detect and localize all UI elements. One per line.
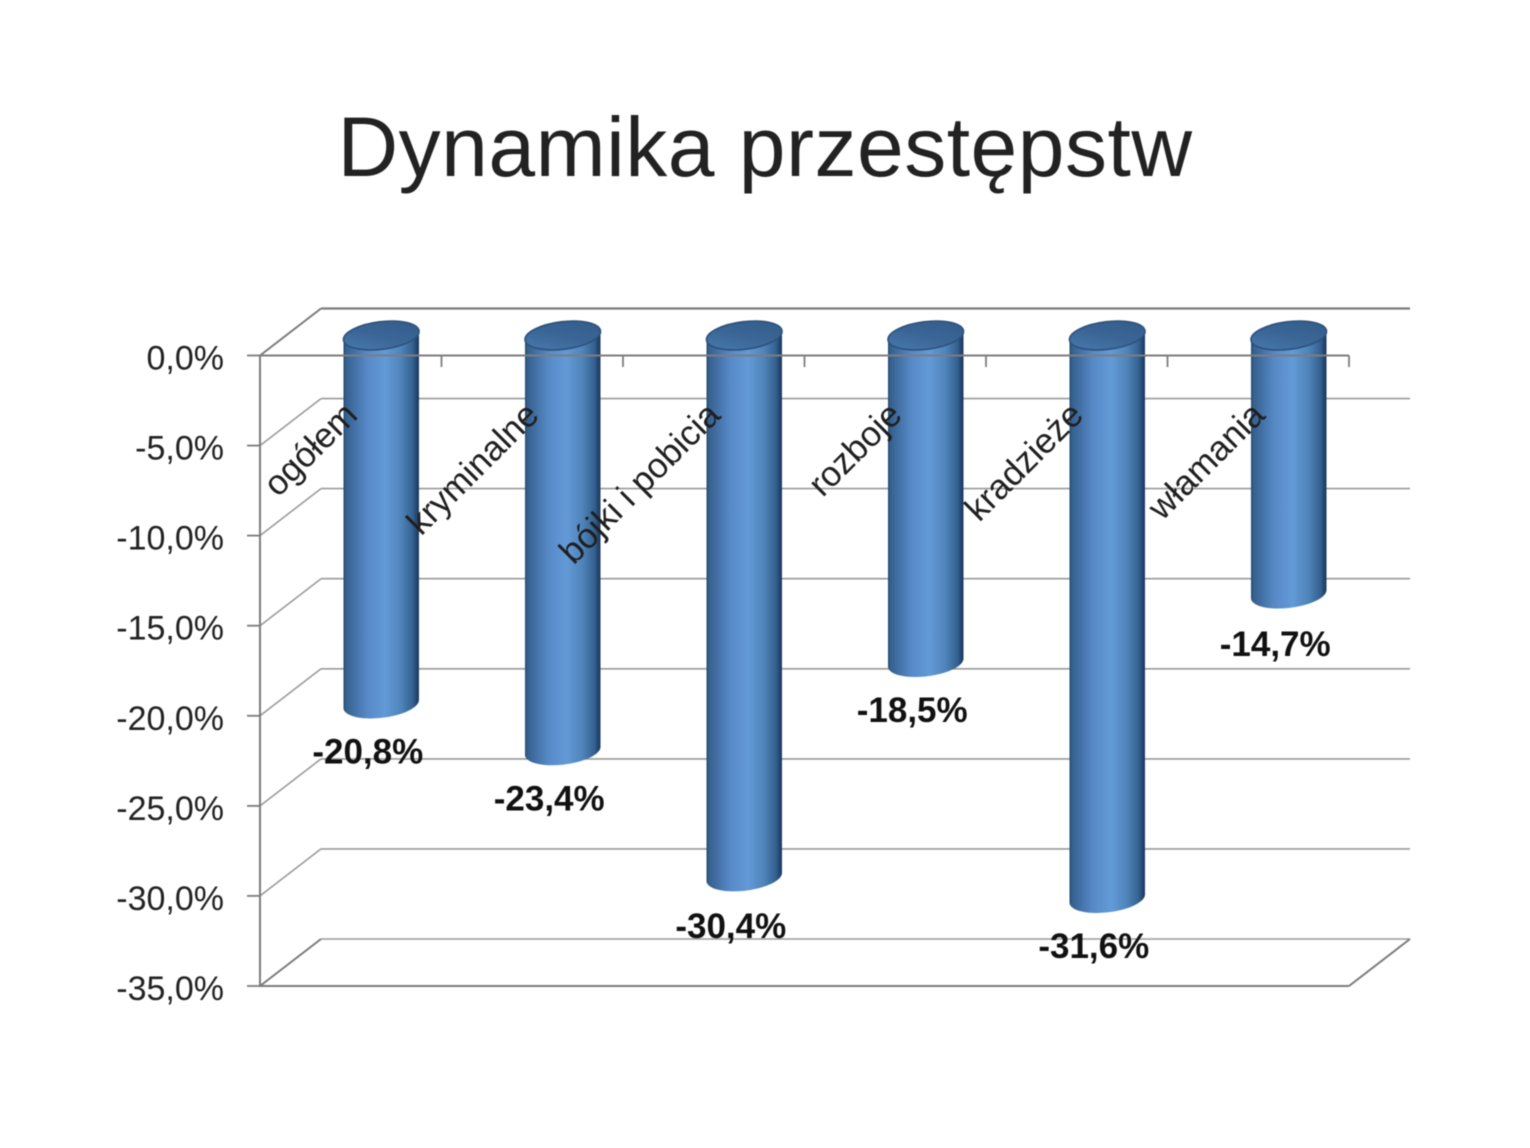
svg-text:-23,4%: -23,4% <box>494 779 605 818</box>
svg-text:-25,0%: -25,0% <box>116 790 224 828</box>
svg-text:-15,0%: -15,0% <box>116 610 224 648</box>
svg-text:-30,4%: -30,4% <box>675 907 786 946</box>
svg-text:-20,8%: -20,8% <box>312 733 423 772</box>
svg-text:-5,0%: -5,0% <box>135 430 224 468</box>
svg-text:-30,0%: -30,0% <box>116 880 224 918</box>
svg-text:0,0%: 0,0% <box>147 340 225 378</box>
svg-text:-35,0%: -35,0% <box>116 970 224 1008</box>
svg-text:-14,7%: -14,7% <box>1220 625 1331 664</box>
svg-text:-18,5%: -18,5% <box>857 691 968 730</box>
svg-text:Dynamika przestępstw: Dynamika przestępstw <box>338 100 1193 194</box>
svg-text:-10,0%: -10,0% <box>116 520 224 558</box>
svg-text:-31,6%: -31,6% <box>1038 927 1149 966</box>
svg-text:-20,0%: -20,0% <box>116 700 224 738</box>
